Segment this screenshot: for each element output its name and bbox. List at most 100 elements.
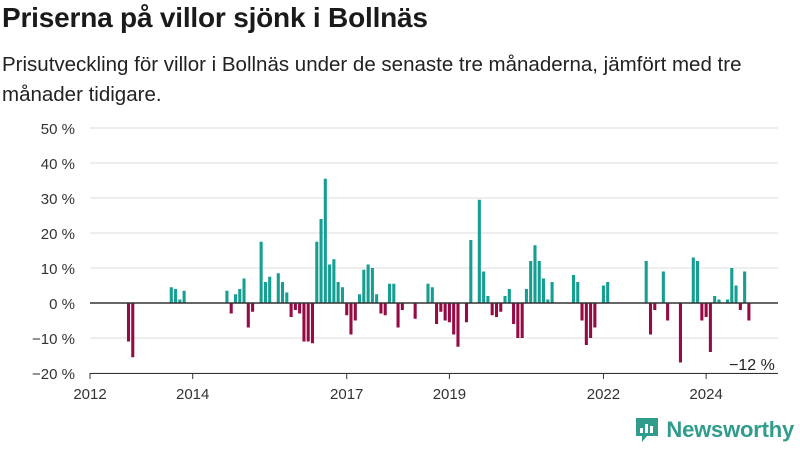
bar	[477, 199, 481, 303]
bar	[353, 303, 357, 321]
bar	[396, 303, 400, 328]
bar	[546, 299, 550, 303]
bar	[524, 289, 528, 303]
bar	[242, 278, 246, 303]
bar	[584, 303, 588, 345]
bar	[229, 303, 233, 314]
bar	[281, 282, 285, 303]
bar	[537, 261, 541, 303]
bar	[738, 303, 742, 310]
bar	[503, 296, 507, 303]
bar	[323, 178, 327, 303]
bar	[648, 303, 653, 335]
bar	[370, 268, 374, 303]
bar	[482, 271, 486, 303]
bar	[293, 303, 297, 310]
bar	[174, 289, 178, 303]
bar	[494, 303, 499, 317]
bar	[315, 241, 319, 303]
bar	[533, 245, 537, 303]
bar	[233, 294, 237, 303]
bar	[580, 303, 584, 321]
bar	[601, 285, 605, 303]
bar	[696, 261, 700, 303]
bar	[259, 241, 263, 303]
bar	[678, 303, 682, 363]
y-tick-label: −10 %	[32, 331, 75, 348]
bar	[131, 303, 135, 358]
bar	[661, 271, 665, 303]
bar	[336, 282, 340, 303]
chart-subtitle: Prisutveckling för villor i Bollnäs unde…	[2, 53, 742, 106]
bar	[413, 303, 417, 319]
bar	[447, 303, 451, 323]
bar	[516, 303, 520, 338]
bar	[550, 282, 554, 303]
bar	[238, 289, 242, 303]
bar	[666, 303, 670, 321]
bar	[263, 282, 267, 303]
bar	[268, 276, 272, 303]
bar	[400, 303, 404, 310]
bar	[387, 283, 392, 303]
x-tick-label: 2017	[330, 386, 363, 403]
bar	[725, 299, 730, 303]
bar	[571, 275, 576, 303]
chart-title: Priserna på villor sjönk i Bollnäs	[2, 2, 428, 33]
bar	[285, 292, 289, 303]
bar	[452, 303, 456, 335]
bar	[443, 303, 447, 321]
y-tick-label: 10 %	[41, 261, 75, 278]
bar	[178, 299, 182, 303]
bar	[713, 296, 717, 303]
y-tick-label: 40 %	[41, 156, 75, 173]
bar	[349, 303, 353, 335]
bar	[306, 303, 310, 342]
bar	[589, 303, 593, 338]
bar	[289, 303, 293, 317]
bar	[717, 299, 721, 303]
bar	[439, 303, 443, 312]
bar	[512, 303, 516, 324]
axes: 50 % 40 % 30 % 20 % 10 % 0 % −10 % −20 % 2012 201…	[32, 121, 778, 403]
brand-name: Newsworthy	[666, 417, 794, 442]
bar	[469, 240, 473, 303]
bar	[358, 294, 362, 303]
bar	[126, 303, 131, 342]
x-tick-label: 2024	[689, 386, 722, 403]
bar	[340, 287, 344, 303]
bar	[435, 303, 439, 324]
y-tick-label: 20 %	[41, 226, 75, 243]
bar	[490, 303, 494, 316]
bar	[246, 303, 250, 328]
last-value-annotation: −12 %	[729, 357, 775, 374]
bar	[366, 264, 370, 303]
bar	[276, 273, 280, 303]
bar	[486, 296, 490, 303]
bar	[251, 303, 255, 312]
bar	[375, 294, 379, 303]
bar	[499, 303, 503, 312]
bar	[747, 303, 751, 321]
bar	[700, 303, 704, 321]
bar	[464, 303, 469, 323]
x-tick-label: 2014	[176, 386, 209, 403]
bar	[392, 283, 396, 303]
x-tick-label: 2019	[433, 386, 466, 403]
bar	[383, 303, 387, 316]
x-tick-label: 2022	[587, 386, 620, 403]
bar	[708, 303, 712, 352]
y-tick-label: 50 %	[41, 121, 75, 138]
bar	[653, 303, 657, 310]
y-tick-label: 0 %	[49, 296, 75, 313]
newsworthy-logo: Newsworthy	[634, 415, 794, 445]
bar	[606, 282, 610, 303]
bar	[332, 259, 336, 303]
bar	[182, 290, 186, 303]
bar	[328, 264, 332, 303]
bar	[345, 303, 349, 316]
grid-lines	[90, 127, 778, 374]
bar	[507, 289, 511, 303]
bar	[298, 303, 302, 314]
